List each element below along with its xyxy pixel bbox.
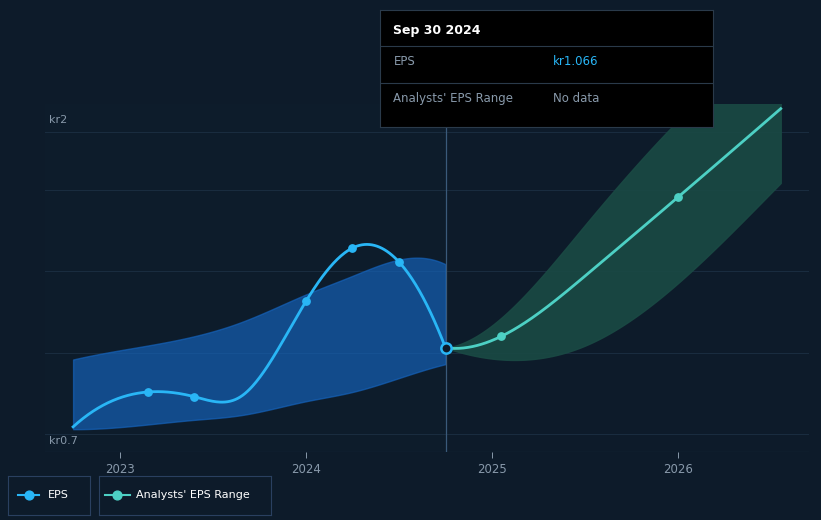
Point [300,297,313,306]
Point [229,314,242,322]
Text: kr1.066: kr1.066 [553,55,599,68]
Text: Analysts' EPS Range: Analysts' EPS Range [136,490,250,500]
Bar [45,104,446,452]
Text: Analysts' EPS Range: Analysts' EPS Range [393,93,513,105]
Text: Sep 30 2024: Sep 30 2024 [393,24,481,37]
Point [141,388,154,396]
Point [346,244,359,252]
Text: kr0.7: kr0.7 [49,436,78,446]
Point [495,332,508,341]
Point [439,344,452,352]
Point [351,314,364,322]
Point [392,258,406,266]
Text: EPS: EPS [48,490,68,500]
Point [672,193,685,201]
Point [187,393,200,401]
Point [439,344,452,352]
Text: Analysts Forecasts: Analysts Forecasts [449,113,553,123]
Text: Actual: Actual [407,113,442,123]
Text: EPS: EPS [393,55,415,68]
Text: kr2: kr2 [49,115,67,125]
Text: No data: No data [553,93,599,105]
